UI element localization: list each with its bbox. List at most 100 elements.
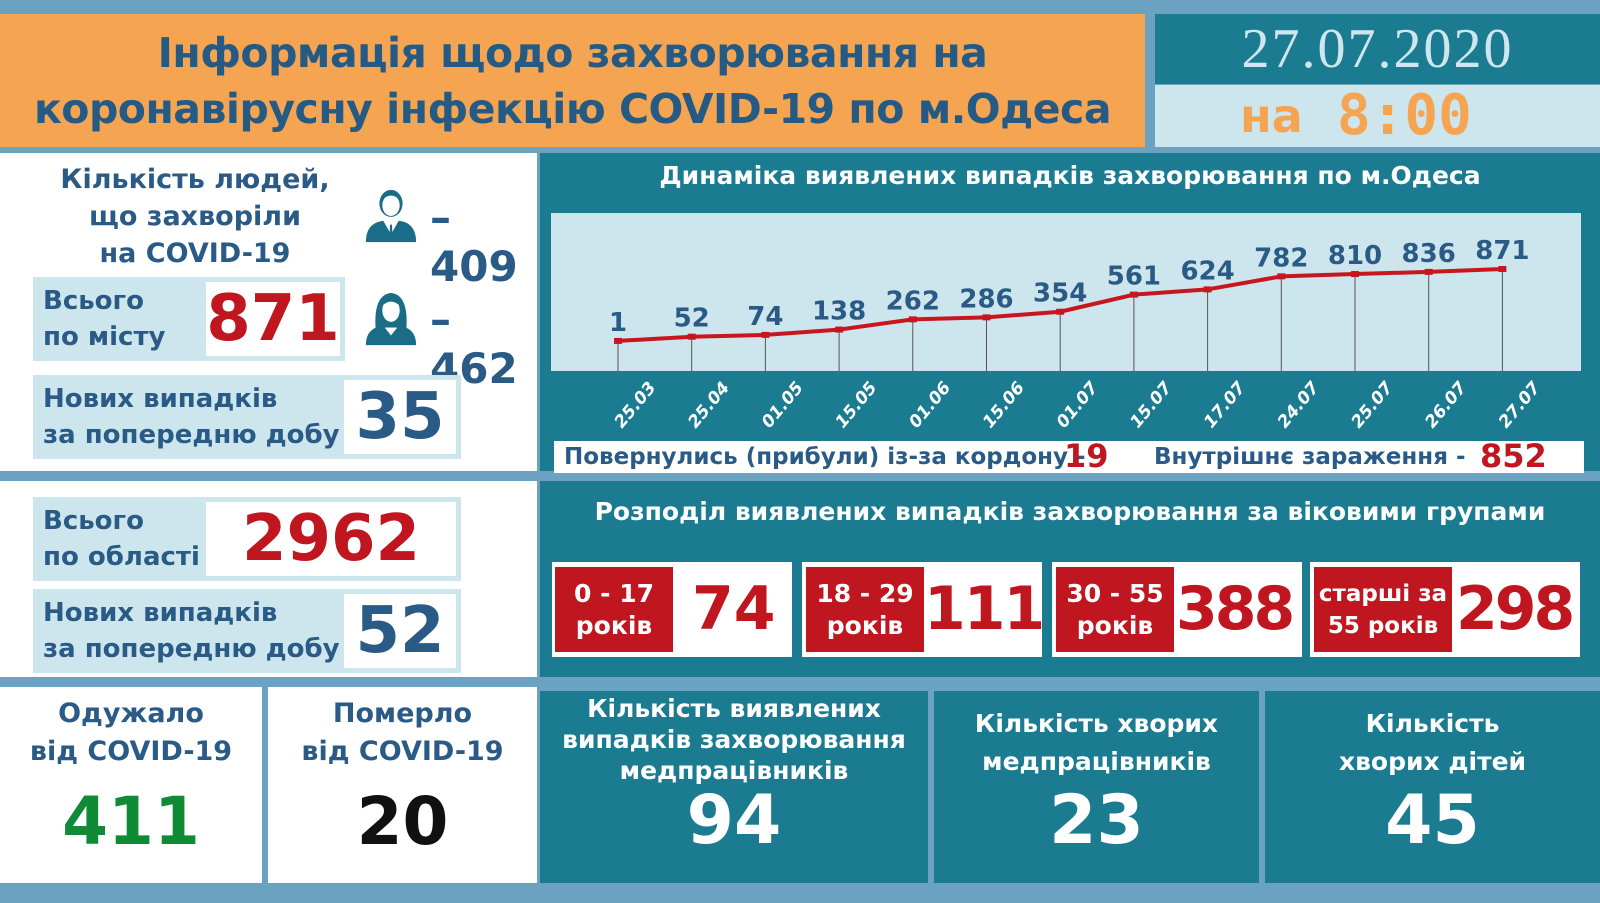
region-new-label: Нових випадків за попередню добу [43, 595, 340, 667]
sick-children-value: 45 [1385, 781, 1480, 860]
data-label: 624 [1180, 256, 1234, 286]
data-point [614, 337, 622, 344]
data-label: 354 [1033, 279, 1087, 309]
data-label: 871 [1475, 236, 1529, 266]
died-card: Померло від COVID-19 20 [268, 687, 537, 883]
age-group-card: 18 - 29 років 111 [802, 562, 1045, 657]
report-time: на 8:00 [1155, 85, 1600, 147]
died-label: Померло від COVID-19 [268, 695, 537, 771]
age-group-value: 298 [1456, 574, 1575, 644]
age-range-tag: 0 - 17 років [555, 567, 673, 652]
data-label: 138 [812, 297, 866, 327]
city-new-card: Нових випадків за попередню добу 35 [33, 375, 461, 459]
city-new-value: 35 [344, 380, 456, 454]
chart-plot-area [551, 213, 1581, 371]
male-count: –409 [430, 193, 518, 291]
chart-footer: Повернулись (прибули) із-за кордону - 19… [554, 437, 1584, 475]
label-line: Померло [332, 698, 473, 729]
recovered-card: Одужало від COVID-19 411 [0, 687, 262, 883]
sick-staff-label: Кількість хворих медпрацівників [934, 705, 1259, 781]
age-range-tag: старші за 55 років [1314, 567, 1452, 652]
data-point [908, 316, 917, 323]
data-point [1056, 308, 1065, 315]
region-new-card: Нових випадків за попередню добу 52 [33, 589, 461, 673]
data-point [982, 314, 991, 321]
died-value: 20 [356, 783, 449, 860]
age-group-card: 30 - 55 років 388 [1052, 562, 1302, 657]
age-range: старші за [1318, 580, 1448, 607]
age-group-card: старші за 55 років 298 [1310, 562, 1580, 657]
local-label: Внутрішнє зараження - [1154, 444, 1466, 470]
age-range-tag: 18 - 29 років [806, 567, 924, 652]
age-unit: років [1076, 610, 1154, 640]
recovered-label: Одужало від COVID-19 [0, 695, 262, 771]
label-line: хворих дітей [1338, 747, 1527, 776]
male-person-icon [365, 189, 417, 243]
data-label: 74 [747, 302, 783, 332]
sick-staff-value: 23 [1049, 781, 1144, 860]
data-point [1424, 268, 1433, 275]
x-tick-label: 26.07 [1421, 378, 1471, 432]
female-person-icon [365, 292, 417, 346]
data-point [835, 326, 844, 333]
label-line: Одужало [58, 698, 204, 729]
title-line-1: Інформація щодо захворювання на [157, 28, 988, 77]
page-title: Інформація щодо захворювання на коронаві… [0, 14, 1145, 147]
label-line: від COVID-19 [301, 736, 504, 767]
age-group-card: 0 - 17 років 74 [552, 562, 792, 657]
data-label: 836 [1402, 239, 1456, 269]
age-unit: 55 років [1327, 612, 1439, 639]
time-value: 8:00 [1337, 83, 1472, 148]
title-line-2: коронавірусну інфекцію COVID-19 по м.Оде… [33, 84, 1112, 133]
x-tick-label: 25.03 [611, 378, 661, 432]
data-label: 782 [1254, 243, 1308, 273]
data-point [1351, 271, 1359, 278]
sick-staff-card: Кількість хворих медпрацівників 23 [934, 691, 1259, 883]
label-line: Кількість хворих [974, 709, 1219, 738]
city-total-value: 871 [206, 282, 340, 356]
x-tick-label: 24.07 [1274, 378, 1324, 432]
city-new-label: Нових випадків за попередню добу [43, 381, 340, 453]
report-date: 27.07.2020 [1155, 14, 1600, 84]
question-line: на COVID-19 [99, 238, 291, 269]
data-label: 561 [1107, 262, 1161, 292]
chart-title: Динаміка виявлених випадків захворювання… [659, 161, 1481, 190]
age-range: 0 - 17 [574, 578, 654, 608]
region-total-value: 2962 [206, 502, 456, 576]
data-point [687, 333, 696, 340]
age-range-tag: 30 - 55 років [1056, 567, 1174, 652]
local-value: 852 [1480, 437, 1547, 475]
detected-staff-label: Кількість виявлених випадків захворюванн… [540, 693, 928, 786]
age-group-value: 74 [692, 574, 776, 644]
x-tick-label: 01.06 [905, 378, 955, 432]
data-point [1498, 266, 1507, 272]
x-tick-label: 25.07 [1348, 378, 1398, 432]
city-total-label: Всього по місту [43, 283, 165, 355]
data-point [1129, 291, 1138, 298]
sick-children-card: Кількість хворих дітей 45 [1265, 691, 1600, 883]
region-stats-panel: Всього по області 2962 Нових випадків за… [0, 481, 537, 677]
age-groups-title: Розподіл виявлених випадків захворювання… [594, 497, 1546, 526]
label-line: випадків захворювання [562, 725, 906, 754]
label-line: Кількість виявлених [587, 694, 881, 723]
age-range: 18 - 29 [816, 578, 914, 608]
label-line: за попередню добу [43, 420, 340, 450]
x-tick-label: 15.07 [1126, 378, 1176, 432]
label-line: медпрацівників [982, 747, 1211, 776]
label-line: Всього [43, 286, 144, 316]
imported-label: Повернулись (прибули) із-за кордону - [564, 444, 1086, 470]
region-total-card: Всього по області 2962 [33, 497, 461, 581]
age-group-value: 388 [1176, 574, 1295, 644]
label-line: Нових випадків [43, 384, 278, 414]
recovered-value: 411 [62, 783, 200, 860]
city-stats-panel: Кількість людей, що захворіли на COVID-1… [0, 153, 537, 471]
data-point [761, 331, 770, 338]
region-total-label: Всього по області [43, 503, 200, 575]
label-line: по області [43, 542, 200, 572]
label-line: Всього [43, 506, 144, 536]
imported-value: 19 [1064, 437, 1109, 475]
data-label: 262 [886, 286, 940, 316]
time-prefix: на [1240, 89, 1303, 143]
detected-staff-card: Кількість виявлених випадків захворюванн… [540, 691, 928, 883]
data-point [1277, 273, 1286, 280]
